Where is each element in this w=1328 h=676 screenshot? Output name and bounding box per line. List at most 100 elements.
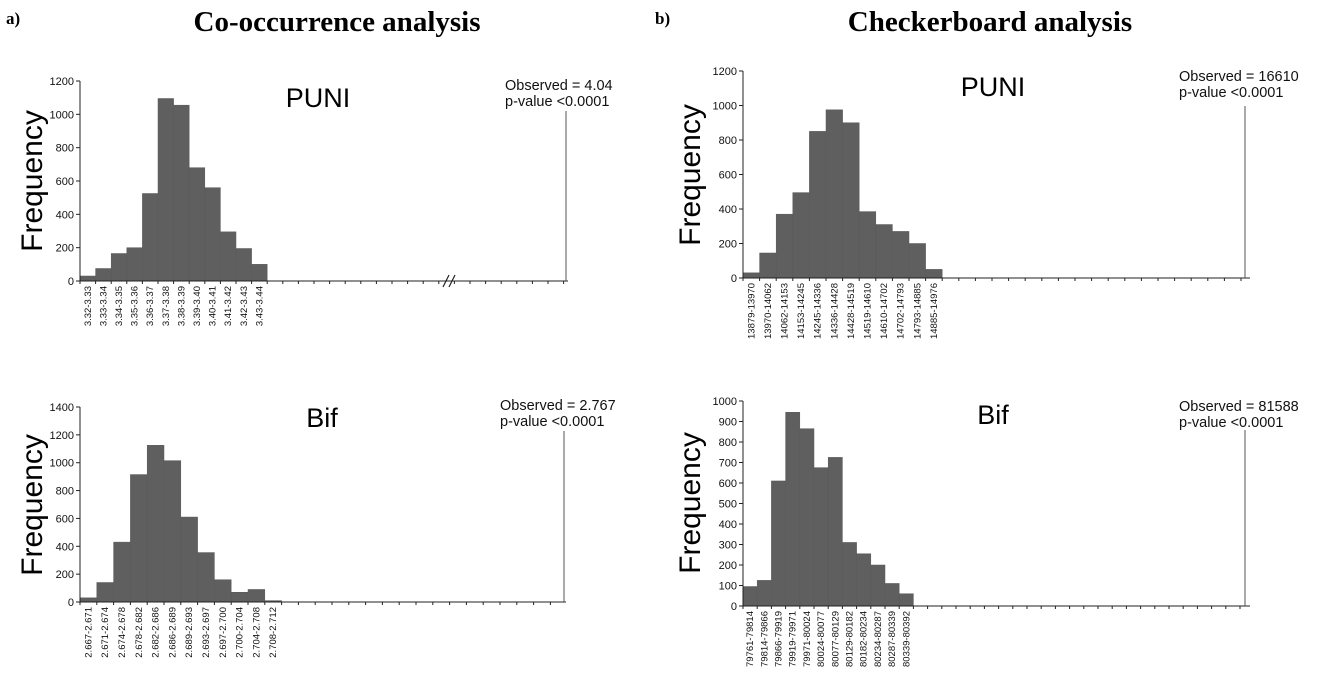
observed-annotation: p-value <0.0001 [500, 414, 604, 430]
x-tick-label: 2.667-2.671 [83, 607, 94, 658]
x-tick-label: 2.697-2.700 [218, 607, 229, 658]
charts-container: PUNI Frequency 0 200 400 600 800 1000 1200 3.32-3… [16, 66, 1299, 667]
bar-11 [898, 593, 914, 607]
observed-annotation: Observed = 2.767 [500, 398, 616, 414]
x-tick-label: 3.37-3.38 [161, 286, 172, 326]
y-tick-label: 700 [719, 458, 737, 470]
y-tick-label: 300 [719, 540, 737, 552]
x-tick-label: 3.32-3.33 [83, 286, 94, 326]
x-tick-label: 3.40-3.41 [208, 286, 219, 326]
bar-4 [809, 131, 827, 279]
x-tick-label: 80287-80339 [887, 611, 898, 667]
x-tick-label: 14245-14336 [813, 283, 824, 339]
y-tick-label: 500 [719, 499, 737, 511]
x-tick-label: 2.689-2.693 [184, 607, 195, 658]
section-title-checkerboard: Checkerboard analysis [848, 6, 1132, 38]
bar-3 [792, 192, 810, 279]
bar-10 [908, 243, 926, 279]
x-tick-label: 14610-14702 [879, 283, 890, 339]
bar-0 [742, 586, 758, 607]
chart-a-bif: Bif Frequency 0 200 400 600 800 1000 1200 1400 2.6… [16, 398, 616, 658]
y-tick-label: 1200 [50, 430, 74, 442]
y-tick-label: 800 [719, 135, 737, 147]
axis-break-mark [442, 274, 450, 288]
chart-title: Bif [977, 400, 1009, 430]
y-tick-label: 200 [56, 569, 74, 581]
x-tick-label: 79971-80024 [802, 611, 813, 667]
x-tick-label: 14336-14428 [829, 283, 840, 339]
bar-3 [130, 474, 148, 603]
observed-annotation: Observed = 81588 [1179, 399, 1299, 415]
y-axis-label: Frequency [16, 434, 49, 576]
bar-6 [827, 457, 843, 607]
y-tick-label: 600 [719, 478, 737, 490]
bar-9 [220, 231, 237, 282]
y-tick-label: 0 [68, 276, 74, 288]
bar-6 [842, 122, 860, 279]
bar-10 [235, 248, 252, 282]
y-tick-label: 400 [56, 541, 74, 553]
axis-break-mark [448, 274, 456, 288]
bar-7 [188, 167, 206, 282]
bar-11 [925, 269, 943, 279]
x-tick-label: 14885-14976 [929, 283, 940, 339]
bar-4 [142, 193, 159, 282]
y-tick-label: 900 [719, 417, 737, 429]
bar-1 [759, 252, 777, 279]
bar-10 [247, 589, 266, 603]
bar-8 [875, 224, 893, 279]
y-tick-label: 0 [731, 273, 737, 285]
y-tick-label: 1400 [50, 402, 74, 414]
bar-6 [180, 516, 198, 603]
x-tick-label: 14062-14153 [780, 283, 791, 339]
bar-10 [884, 583, 900, 607]
y-tick-label: 600 [56, 176, 74, 188]
bar-2 [110, 253, 128, 282]
bar-8 [214, 579, 232, 603]
y-axis-label: Frequency [16, 110, 49, 252]
panel-letter-b: b) [655, 9, 670, 28]
y-tick-label: 1000 [713, 101, 737, 113]
x-tick-label: 14793-14885 [912, 283, 923, 339]
chart-title: PUNI [961, 72, 1026, 102]
x-tick-label: 2.686-2.689 [167, 607, 178, 658]
x-tick-label: 2.693-2.697 [201, 607, 212, 658]
x-tick-label: 14428-14519 [846, 283, 857, 339]
x-tick-label: 2.682-2.686 [151, 607, 162, 658]
x-tick-label: 3.38-3.39 [176, 286, 187, 326]
y-tick-label: 1000 [50, 458, 74, 470]
bar-9 [892, 231, 910, 279]
bar-1 [95, 268, 112, 282]
x-tick-label: 13879-13970 [746, 283, 757, 339]
x-tick-label: 79761-79814 [745, 611, 756, 667]
y-tick-label: 400 [719, 204, 737, 216]
bar-2 [775, 213, 794, 279]
observed-annotation: Observed = 4.04 [505, 78, 613, 94]
y-tick-label: 600 [56, 513, 74, 525]
chart-title: Bif [306, 403, 338, 433]
y-tick-label: 200 [719, 560, 737, 572]
x-tick-label: 2.671-2.674 [100, 607, 111, 658]
bar-2 [113, 541, 131, 603]
x-tick-label: 3.34-3.35 [114, 286, 125, 326]
bar-0 [79, 597, 98, 603]
chart-b-bif: Bif Frequency 0 100 200 300 400 500 600 700 800 900… [674, 396, 1299, 667]
x-tick-label: 80077-80129 [830, 611, 841, 667]
bar-1 [96, 582, 114, 603]
x-tick-label: 80234-80287 [873, 611, 884, 667]
bar-8 [856, 553, 872, 607]
y-tick-label: 800 [56, 486, 74, 498]
bar-0 [79, 275, 96, 282]
y-tick-label: 0 [731, 601, 737, 613]
y-tick-label: 1000 [50, 109, 74, 121]
bar-3 [126, 247, 143, 282]
bar-9 [230, 592, 249, 603]
bar-3 [785, 412, 801, 607]
x-tick-label: 14519-14610 [863, 283, 874, 339]
bar-6 [173, 104, 190, 282]
x-tick-label: 80024-80077 [816, 611, 827, 667]
x-tick-label: 3.35-3.36 [130, 286, 141, 326]
bar-5 [157, 98, 174, 282]
x-tick-label: 79814-79866 [759, 611, 770, 667]
